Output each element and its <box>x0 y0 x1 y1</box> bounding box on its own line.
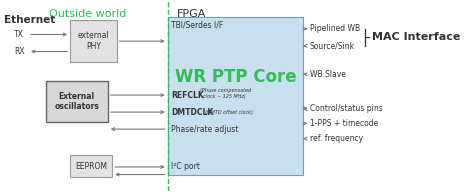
Text: DMTDCLK: DMTDCLK <box>171 108 213 117</box>
Text: External
oscillators: External oscillators <box>55 92 99 111</box>
Bar <box>70 20 117 62</box>
Text: ref. frequency: ref. frequency <box>310 134 363 143</box>
Text: Ethernet: Ethernet <box>4 15 55 25</box>
Text: WB Slave: WB Slave <box>310 70 346 79</box>
Text: Pipelined WB: Pipelined WB <box>310 24 360 33</box>
Bar <box>46 81 108 122</box>
Text: TBI/Serdes I/F: TBI/Serdes I/F <box>171 21 223 30</box>
Text: 1-PPS + timecode: 1-PPS + timecode <box>310 119 378 128</box>
Text: I²C port: I²C port <box>171 162 200 171</box>
Text: (DMTD offset clock): (DMTD offset clock) <box>205 110 253 115</box>
Text: WR PTP Core: WR PTP Core <box>175 68 296 86</box>
Bar <box>168 17 303 175</box>
Text: Source/Sink: Source/Sink <box>310 41 355 50</box>
Text: EEPROM: EEPROM <box>75 161 107 170</box>
Text: FPGA: FPGA <box>176 9 206 19</box>
Text: MAC Interface: MAC Interface <box>372 32 460 42</box>
Text: Phase/rate adjust: Phase/rate adjust <box>171 125 238 134</box>
Text: Outside world: Outside world <box>49 9 127 19</box>
Bar <box>70 155 112 177</box>
Text: Control/status pins: Control/status pins <box>310 104 383 113</box>
Text: external
PHY: external PHY <box>78 31 109 51</box>
Text: (Phase compensated
  clock ~ 125 MHz): (Phase compensated clock ~ 125 MHz) <box>200 88 251 98</box>
Text: RX: RX <box>14 47 25 56</box>
Text: TX: TX <box>14 30 24 39</box>
Text: REFCLK: REFCLK <box>171 91 203 100</box>
